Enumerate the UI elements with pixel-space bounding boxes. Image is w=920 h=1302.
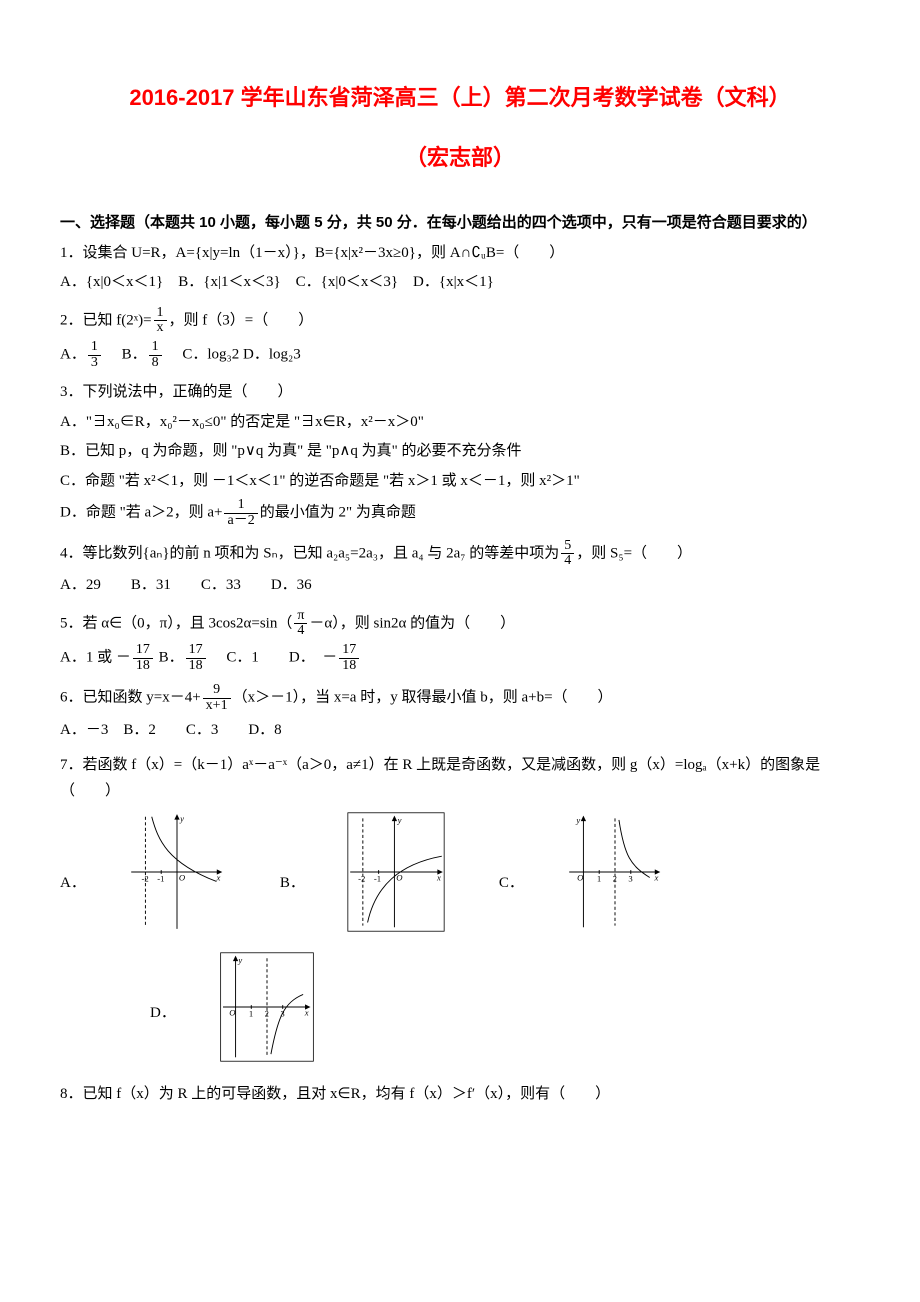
q7-opt-d-label: D． <box>150 1001 176 1062</box>
q2-opt-c: C．log₃2 <box>167 347 239 363</box>
frac-1-am2: 1a－2 <box>224 498 257 528</box>
svg-text:1: 1 <box>597 874 601 884</box>
q2-text-a: 2．已知 f(2ˣ)= <box>60 312 152 328</box>
page-title: 2016-2017 学年山东省菏泽高三（上）第二次月考数学试卷（文科） <box>60 80 860 112</box>
q7-graph-a: x y O -2 -1 <box>92 812 262 932</box>
q7-graph-d-wrap: D． x y O 1 2 3 <box>150 952 352 1062</box>
q1-options: A．{x|0＜x＜1} B．{x|1＜x＜3} C．{x|0＜x＜3} D．{x… <box>60 270 860 296</box>
q3-opt-a: A．"∃x₀∈R，x₀²－x₀≤0" 的否定是 "∃x∈R，x²－x＞0" <box>60 410 860 436</box>
svg-text:x: x <box>304 1008 309 1018</box>
q7-opt-b-label: B． <box>280 871 305 932</box>
svg-text:y: y <box>237 955 242 965</box>
q5-options: A．1 或 －1718 B．1718 C．1 D． －1718 <box>60 643 860 673</box>
q7-graph-b: x y O -2 -1 <box>311 812 481 932</box>
svg-text:2: 2 <box>264 1009 268 1019</box>
frac-9-xp1: 9x+1 <box>203 683 231 713</box>
q8-stem: 8．已知 f（x）为 R 上的可导函数，且对 x∈R，均有 f（x）＞f′（x）… <box>60 1082 860 1108</box>
page-subtitle: （宏志部） <box>60 140 860 172</box>
svg-text:-2: -2 <box>358 874 365 884</box>
q7-graph-row-1: A． x y O -2 -1 <box>60 812 860 932</box>
q7-graph-b-wrap: B． x y O -2 -1 <box>280 812 481 932</box>
q5-text-a: 5．若 α∈（0，π），且 3cos2α=sin（ <box>60 615 292 631</box>
q5-stem: 5．若 α∈（0，π），且 3cos2α=sin（π4－α），则 sin2α 的… <box>60 609 860 639</box>
q7-stem: 7．若函数 f（x）=（k－1）aˣ－a⁻ˣ（a＞0，a≠1）在 R 上既是奇函… <box>60 753 860 804</box>
q6-options: A．－3 B．2 C．3 D．8 <box>60 718 860 744</box>
frac-1-x: 1x <box>154 306 167 336</box>
svg-text:O: O <box>179 873 186 883</box>
svg-text:3: 3 <box>628 874 632 884</box>
q7-graph-row-2: D． x y O 1 2 3 <box>60 952 860 1062</box>
svg-text:y: y <box>179 814 184 824</box>
svg-text:y: y <box>575 815 580 825</box>
frac-17-18-d: 1718 <box>339 643 359 673</box>
svg-text:O: O <box>577 873 584 883</box>
q4-text-a: 4．等比数列{aₙ}的前 n 项和为 Sₙ，已知 a₂a₅=2a₃，且 a₄ 与… <box>60 545 559 561</box>
section-1-heading: 一、选择题（本题共 10 小题，每小题 5 分，共 50 分．在每小题给出的四个… <box>60 212 860 235</box>
q3d-text-a: D．命题 "若 a＞2，则 a+ <box>60 505 222 521</box>
q4-stem: 4．等比数列{aₙ}的前 n 项和为 Sₙ，已知 a₂a₅=2a₃，且 a₄ 与… <box>60 539 860 569</box>
q7-graph-c-wrap: C． x y O 1 2 3 <box>499 812 700 932</box>
q7-graph-a-wrap: A． x y O -2 -1 <box>60 812 262 932</box>
frac-17-18-a: 1718 <box>133 643 153 673</box>
q2-text-b: ，则 f（3）=（ ） <box>169 312 314 328</box>
q2-opt-d: D．log₂3 <box>243 347 301 363</box>
q6-stem: 6．已知函数 y=x－4+9x+1（x＞－1），当 x=a 时，y 取得最小值 … <box>60 683 860 713</box>
svg-text:1: 1 <box>249 1009 253 1019</box>
q6-text-a: 6．已知函数 y=x－4+ <box>60 690 201 706</box>
svg-text:y: y <box>396 815 401 825</box>
q2-opt-b-label: B． <box>107 347 147 363</box>
frac-1-3: 13 <box>88 340 101 370</box>
q5-opt-a-label: A．1 或 － <box>60 650 131 666</box>
q7-graph-d: x y O 1 2 3 <box>182 952 352 1062</box>
frac-1-8: 18 <box>149 340 162 370</box>
svg-text:3: 3 <box>280 1009 284 1019</box>
q7-opt-a-label: A． <box>60 871 86 932</box>
q7-opt-c-label: C． <box>499 871 524 932</box>
q3d-text-b: 的最小值为 2" 为真命题 <box>260 505 416 521</box>
q1-stem: 1．设集合 U=R，A={x|y=ln（1－x）}，B={x|x²－3x≥0}，… <box>60 241 860 267</box>
svg-text:-1: -1 <box>157 874 164 884</box>
q4-options: A．29 B．31 C．33 D．36 <box>60 573 860 599</box>
svg-text:x: x <box>215 873 220 883</box>
q3-stem: 3．下列说法中，正确的是（ ） <box>60 380 860 406</box>
svg-text:O: O <box>229 1008 236 1018</box>
q3-opt-d: D．命题 "若 a＞2，则 a+1a－2的最小值为 2" 为真命题 <box>60 498 860 528</box>
q2-opt-a-label: A． <box>60 347 86 363</box>
frac-5-4: 54 <box>561 539 574 569</box>
q2-options: A．13 B．18 C．log₃2 D．log₂3 <box>60 340 860 370</box>
svg-text:x: x <box>653 873 658 883</box>
q3-opt-c: C．命题 "若 x²＜1，则 －1＜x＜1" 的逆否命题是 "若 x＞1 或 x… <box>60 469 860 495</box>
frac-17-18-b: 1718 <box>186 643 206 673</box>
svg-text:2: 2 <box>613 874 617 884</box>
q6-text-b: （x＞－1），当 x=a 时，y 取得最小值 b，则 a+b=（ ） <box>233 690 613 706</box>
q5-opt-cd: C．1 D． － <box>211 650 337 666</box>
q2-stem: 2．已知 f(2ˣ)=1x，则 f（3）=（ ） <box>60 306 860 336</box>
svg-text:O: O <box>396 873 403 883</box>
svg-text:x: x <box>436 873 441 883</box>
svg-text:-2: -2 <box>141 874 148 884</box>
q3-opt-b: B．已知 p，q 为命题，则 "p∨q 为真" 是 "p∧q 为真" 的必要不充… <box>60 439 860 465</box>
q7-graph-c: x y O 1 2 3 <box>530 812 700 932</box>
frac-pi-4: π4 <box>294 609 307 639</box>
q5-text-b: －α），则 sin2α 的值为（ ） <box>309 615 515 631</box>
q4-text-b: ，则 S₅=（ ） <box>576 545 692 561</box>
svg-text:-1: -1 <box>374 874 381 884</box>
q5-opt-b-label: B． <box>159 650 184 666</box>
